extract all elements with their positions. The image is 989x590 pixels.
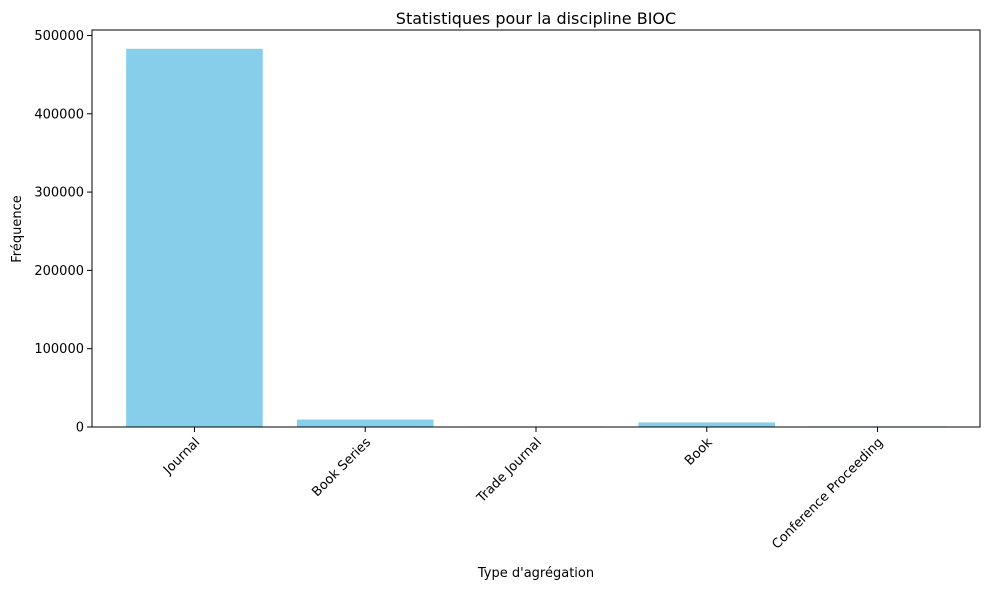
plot-frame — [91, 29, 981, 428]
bar-journal — [126, 48, 263, 427]
y-tick-label: 400000 — [34, 107, 84, 122]
bar-book-series — [296, 419, 434, 427]
bar-book — [638, 422, 776, 427]
x-tick-label: Book Series — [309, 435, 374, 500]
chart-title: Statistiques pour la discipline BIOC — [396, 9, 676, 28]
bars-group — [126, 48, 946, 428]
y-axis-title: Fréquence — [10, 195, 25, 262]
y-tick-label: 100000 — [34, 342, 84, 357]
x-tick-label: Conference Proceeding — [769, 435, 886, 552]
x-tick-label: Trade Journal — [474, 435, 545, 506]
y-tick-label: 500000 — [34, 29, 84, 44]
x-tick-label: Journal — [160, 435, 203, 478]
y-axis-ticks: 0 100000 200000 300000 400000 500000 — [34, 29, 92, 436]
y-tick-label: 0 — [76, 421, 84, 436]
x-axis-ticks: Journal Book Series Trade Journal Book Confe… — [160, 427, 886, 552]
x-axis-title: Type d'agrégation — [477, 566, 594, 581]
y-tick-label: 300000 — [34, 186, 84, 201]
x-tick-label: Book — [682, 435, 716, 469]
y-tick-label: 200000 — [34, 264, 84, 279]
